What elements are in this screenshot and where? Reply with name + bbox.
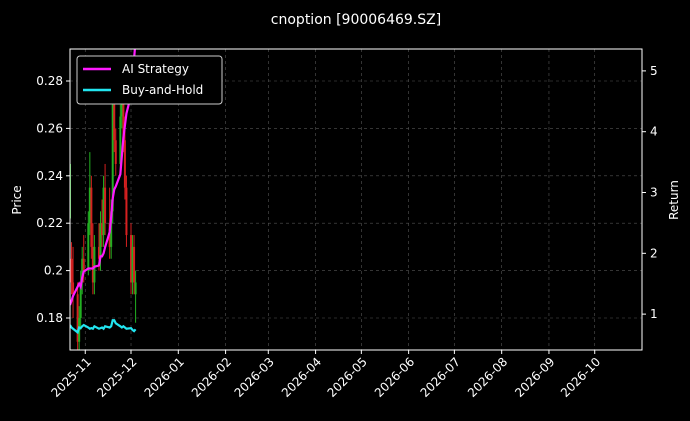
y2-tick-label: 4 <box>650 125 658 139</box>
legend-label: Buy-and-Hold <box>122 83 203 97</box>
y2-tick-label: 3 <box>650 186 658 200</box>
candle-body <box>91 246 94 283</box>
x-tick-label: 2026-09 <box>512 355 557 400</box>
y2-tick-label: 5 <box>650 64 658 78</box>
candle-body <box>113 104 116 141</box>
candle-body <box>104 187 107 224</box>
y-tick-label: 0.26 <box>36 121 63 135</box>
y-tick-label: 0.18 <box>36 311 63 325</box>
candle-body <box>70 258 73 283</box>
candle-body <box>90 187 93 247</box>
y2-axis-label: Return <box>667 180 681 220</box>
candle-body <box>133 246 136 283</box>
candle-body <box>102 187 105 236</box>
x-tick-label: 2026-08 <box>465 355 510 400</box>
x-tick-label: 2025-11 <box>48 355 93 400</box>
candle-body <box>111 104 114 212</box>
x-tick-label: 2026-05 <box>325 355 370 400</box>
x-tick-label: 2026-02 <box>189 355 234 400</box>
candle-body <box>125 187 128 236</box>
chart-title: cnoption [90006469.SZ] <box>271 12 441 28</box>
candle-body <box>72 282 75 295</box>
line-series <box>70 319 137 335</box>
candle-body <box>134 282 137 295</box>
y-tick-label: 0.22 <box>36 216 63 230</box>
candle-body <box>114 140 117 164</box>
x-tick-label: 2026-01 <box>142 355 187 400</box>
candle-body <box>123 140 126 188</box>
candle-body <box>79 282 82 319</box>
y-tick-label: 0.24 <box>36 169 63 183</box>
plot-frame <box>69 48 643 351</box>
candle-body <box>81 258 84 283</box>
candle-body <box>82 258 85 271</box>
y2-tick-label: 1 <box>650 307 658 321</box>
candle-body <box>119 116 122 164</box>
candle-body <box>122 80 125 141</box>
candle-body <box>76 294 79 342</box>
candle-body <box>130 235 133 283</box>
x-tick-label: 2025-12 <box>94 355 139 400</box>
candle-body <box>88 187 91 224</box>
candle-body <box>99 223 102 259</box>
line-series <box>70 49 136 306</box>
candle-body <box>101 223 104 236</box>
legend-box <box>76 55 223 105</box>
candle-body <box>93 246 96 283</box>
x-tick-label: 2026-10 <box>558 355 603 400</box>
y2-tick-label: 2 <box>650 246 658 260</box>
candle-body <box>87 223 90 271</box>
candle-body <box>131 246 134 283</box>
candle-body <box>97 246 100 259</box>
y-axis-label: Price <box>10 185 24 214</box>
legend-label: AI Strategy <box>122 62 189 76</box>
x-tick-label: 2026-07 <box>418 355 463 400</box>
x-tick-label: 2026-03 <box>232 355 277 400</box>
candle-body <box>110 211 113 247</box>
legend: AI Strategy Buy-and-Hold <box>76 55 223 105</box>
x-tick-label: 2026-06 <box>372 355 417 400</box>
x-tick-label: 2026-04 <box>279 355 324 400</box>
y-tick-label: 0.2 <box>44 264 63 278</box>
y-tick-label: 0.28 <box>36 74 63 88</box>
